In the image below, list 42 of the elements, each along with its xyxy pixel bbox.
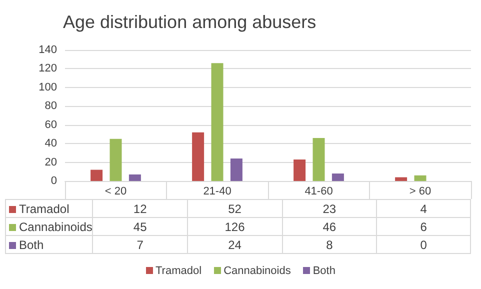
data-label: 4 bbox=[376, 200, 470, 218]
y-tick-label: 80 bbox=[44, 100, 57, 112]
data-label: 23 bbox=[282, 200, 377, 218]
text: Tramadol bbox=[156, 265, 202, 277]
y-tick-label: 0 bbox=[50, 175, 57, 187]
bar bbox=[230, 158, 242, 181]
data-label: 52 bbox=[187, 200, 282, 218]
y-tick-label: 20 bbox=[44, 156, 57, 168]
legend-label: Tramadol bbox=[6, 200, 93, 218]
y-tick-label: 40 bbox=[44, 138, 57, 150]
text: Cannabinoids bbox=[224, 265, 291, 277]
data-label: 126 bbox=[187, 218, 282, 236]
bar bbox=[395, 177, 408, 181]
data-label: 12 bbox=[92, 200, 188, 218]
x-tick-label: < 20 bbox=[104, 186, 127, 198]
y-tick-label: 140 bbox=[38, 44, 57, 56]
data-label: 0 bbox=[376, 236, 470, 254]
bar bbox=[312, 138, 325, 181]
x-tick-label: 41-60 bbox=[304, 186, 333, 198]
data-label: 6 bbox=[376, 218, 470, 236]
y-tick-label: 60 bbox=[44, 118, 57, 131]
data-label: 7 bbox=[92, 236, 188, 254]
chart-title: Age distribution among abusers bbox=[63, 12, 316, 32]
legend-label: Both bbox=[312, 265, 336, 277]
bar bbox=[192, 132, 204, 181]
bar bbox=[128, 174, 141, 181]
x-tick-label: 21-40 bbox=[203, 186, 232, 198]
x-tick-label: > 60 bbox=[409, 186, 432, 198]
bar bbox=[414, 175, 426, 181]
bar bbox=[211, 63, 224, 181]
bar bbox=[294, 159, 306, 181]
y-tick-label: 120 bbox=[38, 62, 57, 75]
data-label: 8 bbox=[282, 236, 377, 254]
data-label: 46 bbox=[282, 218, 377, 236]
bar bbox=[332, 174, 344, 181]
y-tick-label: 100 bbox=[38, 81, 57, 94]
data-label: 45 bbox=[92, 218, 188, 236]
data-label: 24 bbox=[187, 236, 282, 254]
bar bbox=[90, 170, 103, 181]
bar bbox=[110, 138, 122, 181]
text: Both bbox=[19, 238, 44, 252]
legend-label: Cannabinoids bbox=[6, 218, 93, 236]
